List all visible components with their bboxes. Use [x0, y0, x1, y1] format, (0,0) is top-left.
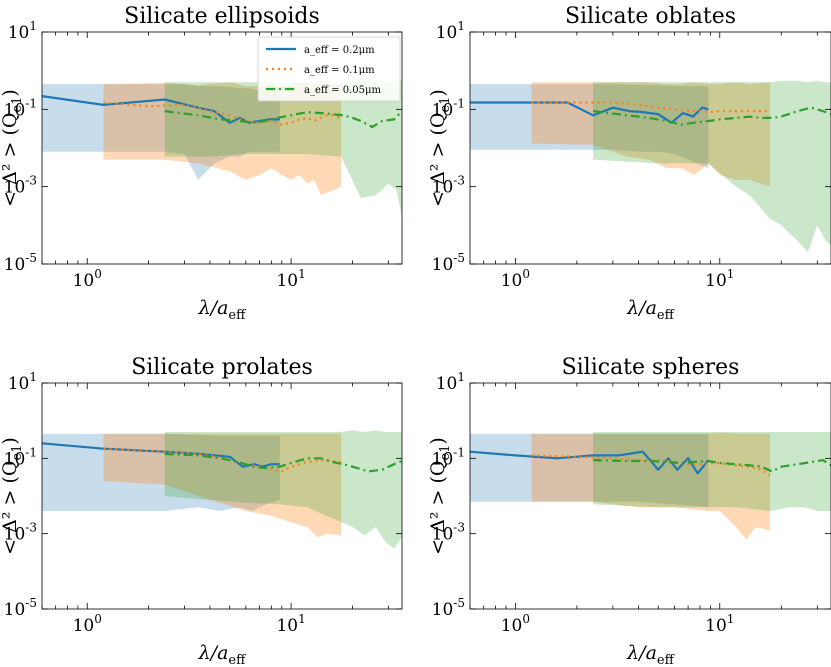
panel-silicate-spheres: 100 101 10-5 10-3 10-1 101 Silicate spheres λ/a…: [427, 355, 831, 667]
panel-silicate-prolates: 100 101 10-5 10-3 10-1 101 Silicate prolates λ/…: [0, 355, 403, 667]
panel-silicate-oblates: 100 101 10-5 10-3 10-1 101 Silicate oblates λ/a…: [427, 4, 831, 323]
plot-area: [42, 430, 402, 549]
y-tick-label: 101: [436, 370, 465, 394]
y-tick-label: 10-3: [432, 521, 465, 545]
x-axis-label: λ/aeff: [626, 297, 675, 323]
chart-title: Silicate spheres: [562, 355, 740, 380]
y-tick-label: 10-5: [4, 596, 37, 620]
x-axis-label: λ/aeff: [198, 642, 247, 667]
y-tick-label: 101: [436, 19, 465, 43]
x-tick-label: 101: [705, 267, 734, 291]
legend-label-s01: a_eff = 0.1μm: [304, 65, 375, 76]
band-s01: [103, 433, 342, 538]
x-axis-label: λ/aeff: [626, 642, 675, 667]
x-axis-label: λ/aeff: [198, 297, 247, 323]
plot-area: [42, 80, 402, 219]
series-line-s005: [164, 452, 402, 473]
band-s01: [531, 432, 770, 540]
y-axis-label: < Δ² > (Qe1): [0, 89, 25, 207]
legend-label-s02: a_eff = 0.2μm: [304, 45, 375, 56]
y-tick-label: 10-5: [432, 596, 465, 620]
series-line-s01: [103, 101, 342, 126]
legend-box: [257, 36, 401, 102]
y-tick-label: 10-5: [432, 251, 465, 275]
series-line-s005: [593, 459, 831, 473]
band-s02: [42, 433, 280, 511]
y-axis-label: < Δ² > (Qe1): [0, 437, 25, 555]
y-tick-label: 10-1: [432, 96, 465, 120]
y-tick-label: 10-1: [4, 96, 37, 120]
series-line-s005: [164, 110, 402, 129]
y-tick-label: 10-3: [4, 174, 37, 198]
band-s005: [593, 432, 831, 511]
band-s01: [531, 82, 770, 187]
band-s01: [103, 82, 342, 196]
x-tick-label: 101: [276, 612, 305, 636]
y-tick-label: 10-1: [4, 445, 37, 469]
x-tick-label: 101: [276, 267, 305, 291]
x-tick-label: 100: [73, 612, 102, 636]
plot-area: [470, 80, 831, 253]
legend-label-s005: a_eff = 0.05μm: [304, 85, 381, 96]
x-tick-label: 100: [501, 612, 530, 636]
band-s02: [470, 433, 709, 508]
x-tick-label: 100: [73, 267, 102, 291]
y-tick-label: 10-3: [4, 521, 37, 545]
band-s005: [593, 80, 831, 253]
axes-frame: [469, 382, 831, 610]
series-line-s005: [592, 106, 831, 126]
x-tick-label: 100: [501, 267, 530, 291]
series-line-s01: [531, 454, 771, 477]
chart-title: Silicate oblates: [565, 4, 736, 29]
panel-silicate-ellipsoids: 100 101 10-5 10-3 10-1 101 Silicate ellipsoids…: [0, 4, 403, 323]
legend: a_eff = 0.2μm a_eff = 0.1μm a_eff = 0.05μm: [257, 36, 401, 102]
y-axis-label: < Δ² > (Qe1): [427, 89, 453, 207]
series-line-s01: [531, 101, 770, 114]
plot-area: [470, 432, 831, 540]
chart-title: Silicate ellipsoids: [124, 4, 320, 29]
y-tick-label: 101: [8, 370, 37, 394]
x-tick-label: 101: [705, 612, 734, 636]
y-axis-label: < Δ² > (Qe1): [427, 437, 453, 555]
band-s02: [470, 84, 709, 169]
y-tick-label: 10-1: [432, 445, 465, 469]
chart-title: Silicate prolates: [131, 355, 313, 380]
band-s005: [164, 430, 402, 549]
band-s02: [42, 84, 280, 180]
axes-frame: [469, 31, 831, 265]
y-tick-label: 101: [8, 19, 37, 43]
y-tick-label: 10-5: [4, 251, 37, 275]
y-tick-label: 10-3: [432, 174, 465, 198]
axes-frame: [41, 31, 403, 265]
axes-frame: [41, 382, 403, 610]
